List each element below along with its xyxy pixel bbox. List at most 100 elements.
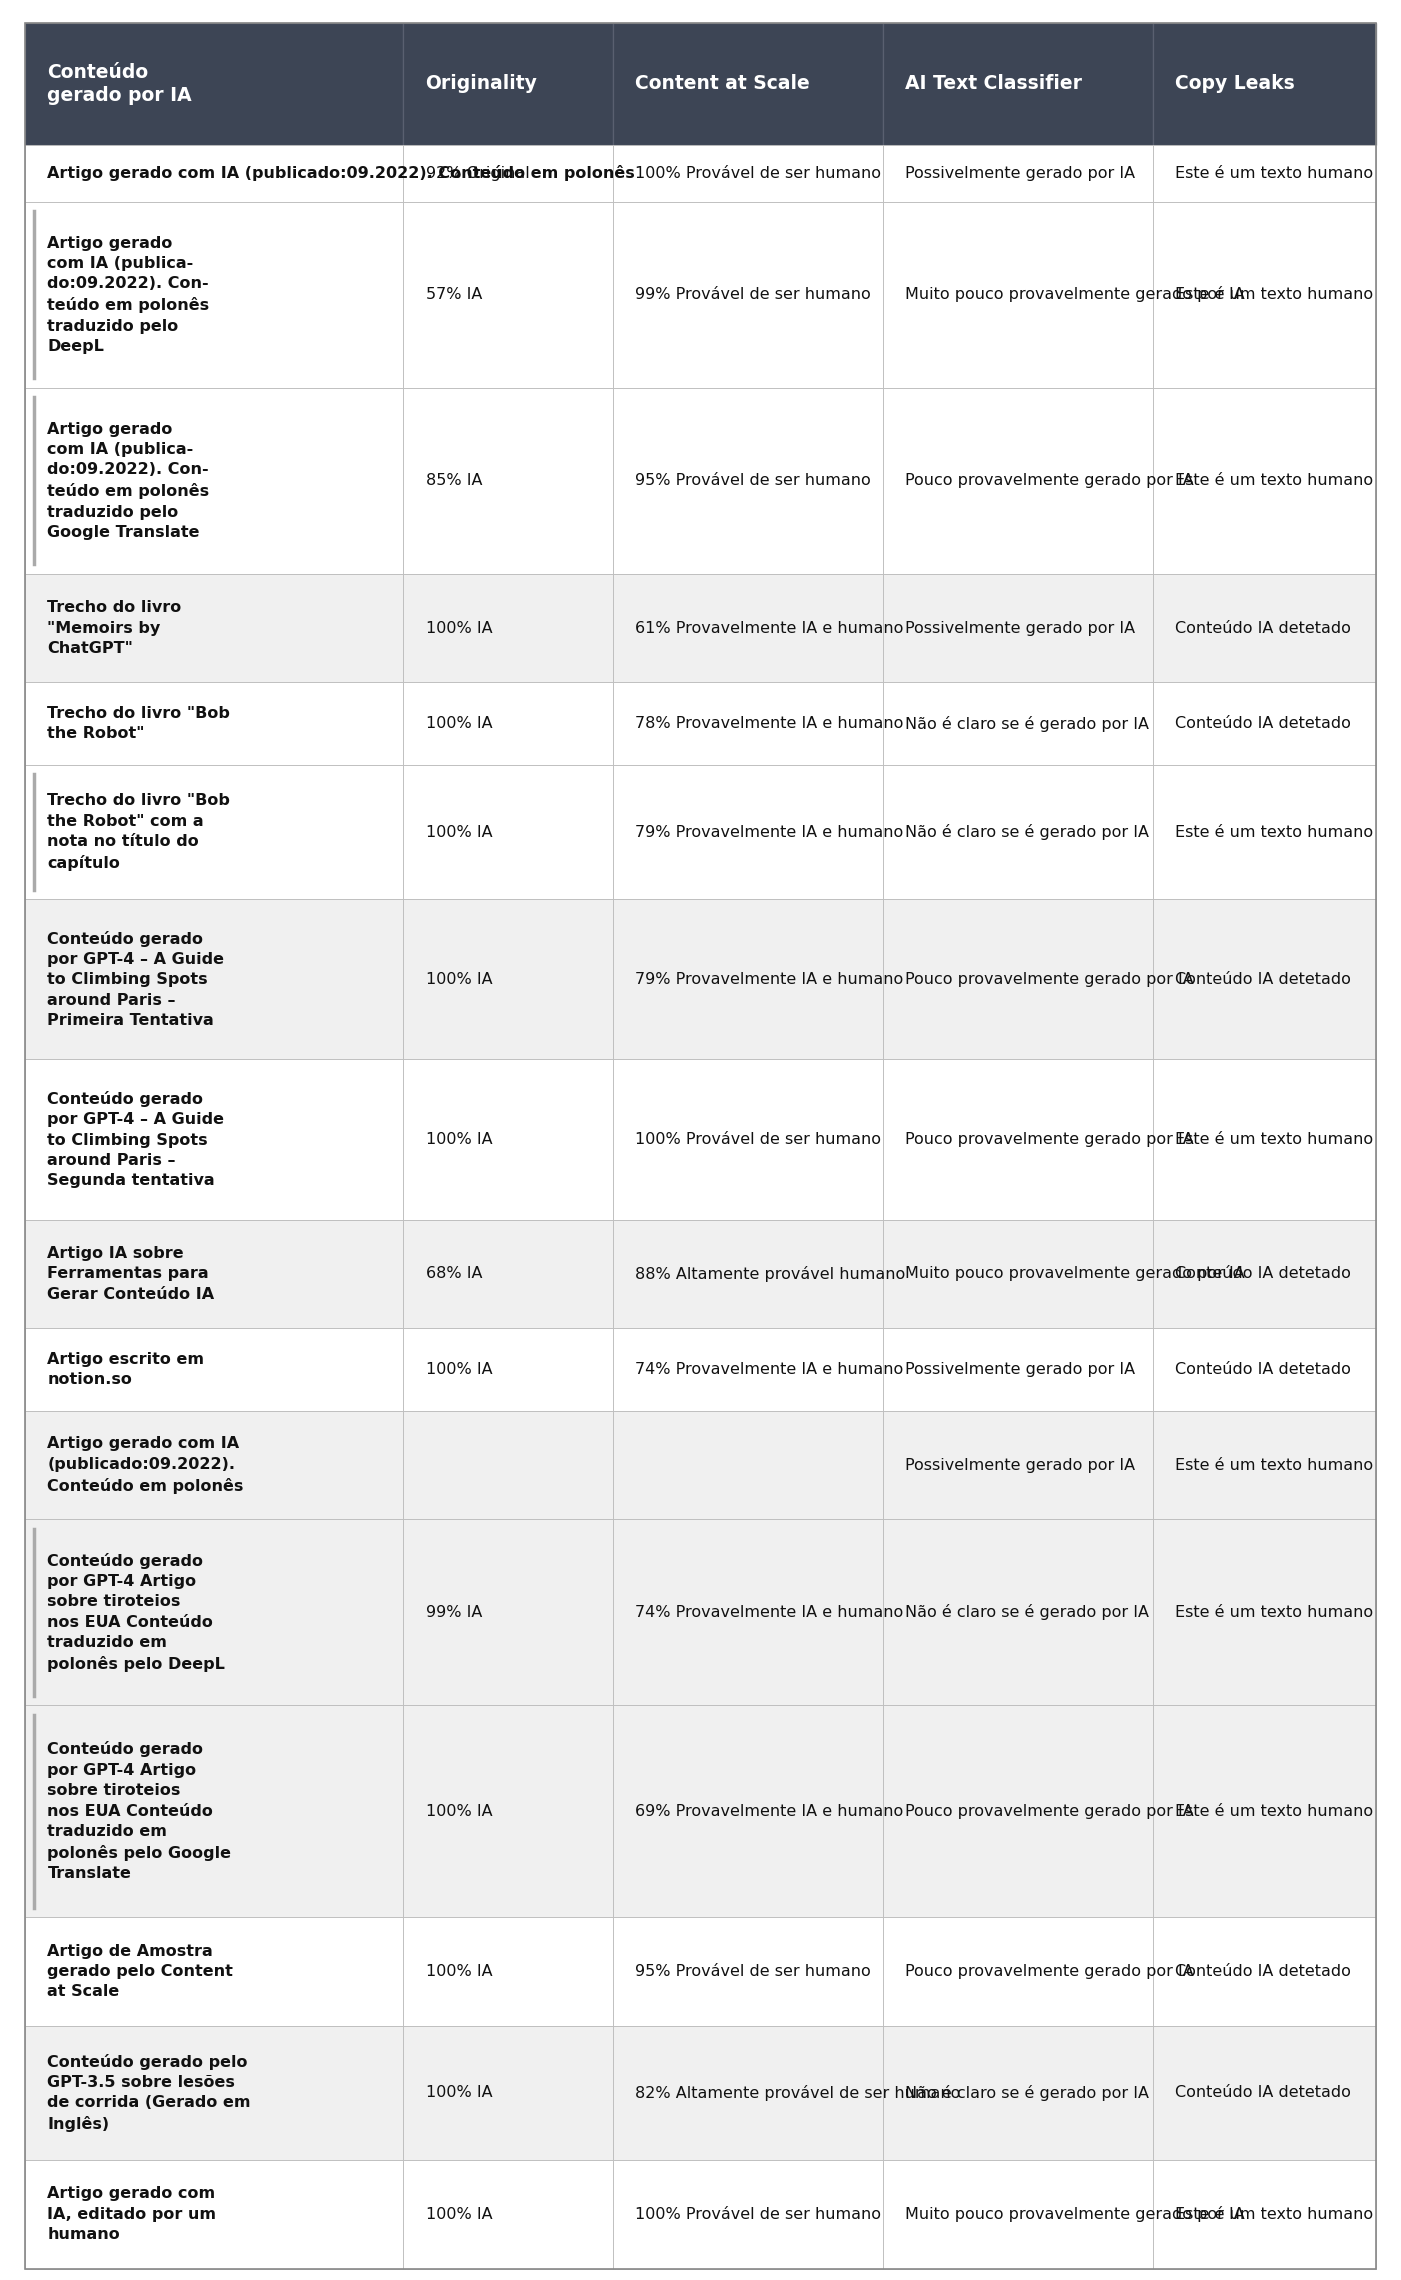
Bar: [883, 1705, 1153, 1917]
Text: Este é um texto humano: Este é um texto humano: [1175, 1133, 1373, 1147]
Bar: [403, 1917, 612, 2025]
Bar: [403, 1060, 612, 1220]
Text: Este é um texto humano: Este é um texto humano: [1175, 1605, 1373, 1619]
Bar: [403, 146, 612, 201]
Bar: [612, 575, 883, 682]
Bar: [1153, 146, 1376, 201]
Bar: [403, 2159, 612, 2269]
Text: Conteúdo
gerado por IA: Conteúdo gerado por IA: [48, 62, 192, 105]
Bar: [403, 1705, 612, 1917]
Bar: [612, 1220, 883, 1329]
Bar: [883, 682, 1153, 766]
Text: 85% IA: 85% IA: [426, 474, 482, 488]
Bar: [883, 2159, 1153, 2269]
Bar: [1153, 2159, 1376, 2269]
Bar: [612, 1411, 883, 1518]
Bar: [612, 23, 883, 146]
Text: Artigo gerado
com IA (publica-
do:09.2022). Con-
teúdo em polonês
traduzido pelo: Artigo gerado com IA (publica- do:09.202…: [48, 422, 210, 540]
Bar: [612, 766, 883, 898]
Text: Conteúdo gerado
por GPT-4 – A Guide
to Climbing Spots
around Paris –
Segunda ten: Conteúdo gerado por GPT-4 – A Guide to C…: [48, 1090, 224, 1188]
Text: Não é claro se é gerado por IA: Não é claro se é gerado por IA: [905, 823, 1149, 839]
Bar: [883, 388, 1153, 575]
Text: 99% Provável de ser humano: 99% Provável de ser humano: [635, 287, 870, 303]
Text: Conteúdo IA detetado: Conteúdo IA detetado: [1175, 2086, 1351, 2100]
Text: Este é um texto humano: Este é um texto humano: [1175, 287, 1373, 303]
Bar: [1153, 766, 1376, 898]
Bar: [1153, 1329, 1376, 1411]
Text: 79% Provavelmente IA e humano: 79% Provavelmente IA e humano: [635, 971, 904, 987]
Text: Possivelmente gerado por IA: Possivelmente gerado por IA: [905, 1457, 1135, 1473]
Bar: [612, 201, 883, 388]
Text: 79% Provavelmente IA e humano: 79% Provavelmente IA e humano: [635, 825, 904, 839]
Text: Muito pouco provavelmente gerado por IA: Muito pouco provavelmente gerado por IA: [905, 287, 1245, 303]
Text: Conteúdo IA detetado: Conteúdo IA detetado: [1175, 971, 1351, 987]
Bar: [25, 1060, 403, 1220]
Bar: [403, 682, 612, 766]
Bar: [612, 1060, 883, 1220]
Bar: [612, 1329, 883, 1411]
Text: Muito pouco provavelmente gerado por IA: Muito pouco provavelmente gerado por IA: [905, 1265, 1245, 1281]
Text: 100% IA: 100% IA: [426, 620, 492, 636]
Bar: [612, 2159, 883, 2269]
Text: 100% IA: 100% IA: [426, 1963, 492, 1979]
Bar: [1153, 682, 1376, 766]
Text: Conteúdo IA detetado: Conteúdo IA detetado: [1175, 620, 1351, 636]
Bar: [1153, 1220, 1376, 1329]
Bar: [25, 898, 403, 1060]
Text: Possivelmente gerado por IA: Possivelmente gerado por IA: [905, 620, 1135, 636]
Text: Artigo gerado com IA (publicado:09.2022). Conteúdo em polonês: Artigo gerado com IA (publicado:09.2022)…: [48, 166, 635, 182]
Bar: [403, 23, 612, 146]
Text: 95% Provável de ser humano: 95% Provável de ser humano: [635, 474, 870, 488]
Bar: [612, 1518, 883, 1705]
Text: Artigo IA sobre
Ferramentas para
Gerar Conteúdo IA: Artigo IA sobre Ferramentas para Gerar C…: [48, 1247, 214, 1302]
Text: Artigo de Amostra
gerado pelo Content
at Scale: Artigo de Amostra gerado pelo Content at…: [48, 1943, 234, 2000]
Text: 61% Provavelmente IA e humano: 61% Provavelmente IA e humano: [635, 620, 904, 636]
Bar: [403, 898, 612, 1060]
Text: 100% IA: 100% IA: [426, 1803, 492, 1819]
Bar: [612, 682, 883, 766]
Text: 78% Provavelmente IA e humano: 78% Provavelmente IA e humano: [635, 716, 904, 732]
Text: 95% Provável de ser humano: 95% Provável de ser humano: [635, 1963, 870, 1979]
Bar: [612, 1917, 883, 2025]
Text: Este é um texto humano: Este é um texto humano: [1175, 474, 1373, 488]
Text: 100% IA: 100% IA: [426, 971, 492, 987]
Text: Pouco provavelmente gerado por IA: Pouco provavelmente gerado por IA: [905, 474, 1194, 488]
Bar: [403, 2025, 612, 2159]
Text: 100% Provável de ser humano: 100% Provável de ser humano: [635, 1133, 881, 1147]
Bar: [25, 1220, 403, 1329]
Bar: [25, 1917, 403, 2025]
Bar: [883, 1060, 1153, 1220]
Text: 100% IA: 100% IA: [426, 1361, 492, 1377]
Bar: [403, 1220, 612, 1329]
Bar: [1153, 898, 1376, 1060]
Text: 69% Provavelmente IA e humano: 69% Provavelmente IA e humano: [635, 1803, 904, 1819]
Text: 100% IA: 100% IA: [426, 825, 492, 839]
Text: 68% IA: 68% IA: [426, 1265, 482, 1281]
Text: 100% IA: 100% IA: [426, 2086, 492, 2100]
Text: Pouco provavelmente gerado por IA: Pouco provavelmente gerado por IA: [905, 1803, 1194, 1819]
Bar: [403, 575, 612, 682]
Text: Conteúdo IA detetado: Conteúdo IA detetado: [1175, 1265, 1351, 1281]
Text: Conteúdo gerado
por GPT-4 Artigo
sobre tiroteios
nos EUA Conteúdo
traduzido em
p: Conteúdo gerado por GPT-4 Artigo sobre t…: [48, 1742, 231, 1881]
Text: Conteúdo IA detetado: Conteúdo IA detetado: [1175, 716, 1351, 732]
Text: 99% IA: 99% IA: [426, 1605, 482, 1619]
Text: Artigo gerado
com IA (publica-
do:09.2022). Con-
teúdo em polonês
traduzido pelo: Artigo gerado com IA (publica- do:09.202…: [48, 235, 210, 353]
Bar: [25, 23, 403, 146]
Bar: [403, 201, 612, 388]
Text: Não é claro se é gerado por IA: Não é claro se é gerado por IA: [905, 716, 1149, 732]
Bar: [1153, 2025, 1376, 2159]
Text: 74% Provavelmente IA e humano: 74% Provavelmente IA e humano: [635, 1605, 904, 1619]
Text: 100% IA: 100% IA: [426, 716, 492, 732]
Text: Não é claro se é gerado por IA: Não é claro se é gerado por IA: [905, 2084, 1149, 2100]
Bar: [1153, 1917, 1376, 2025]
Bar: [25, 201, 403, 388]
Bar: [1153, 575, 1376, 682]
Bar: [1153, 23, 1376, 146]
Text: Muito pouco provavelmente gerado por IA: Muito pouco provavelmente gerado por IA: [905, 2207, 1245, 2221]
Text: Este é um texto humano: Este é um texto humano: [1175, 2207, 1373, 2221]
Bar: [883, 2025, 1153, 2159]
Text: Conteúdo gerado
por GPT-4 – A Guide
to Climbing Spots
around Paris –
Primeira Te: Conteúdo gerado por GPT-4 – A Guide to C…: [48, 930, 224, 1028]
Bar: [25, 388, 403, 575]
Text: Este é um texto humano: Este é um texto humano: [1175, 1803, 1373, 1819]
Bar: [25, 1518, 403, 1705]
